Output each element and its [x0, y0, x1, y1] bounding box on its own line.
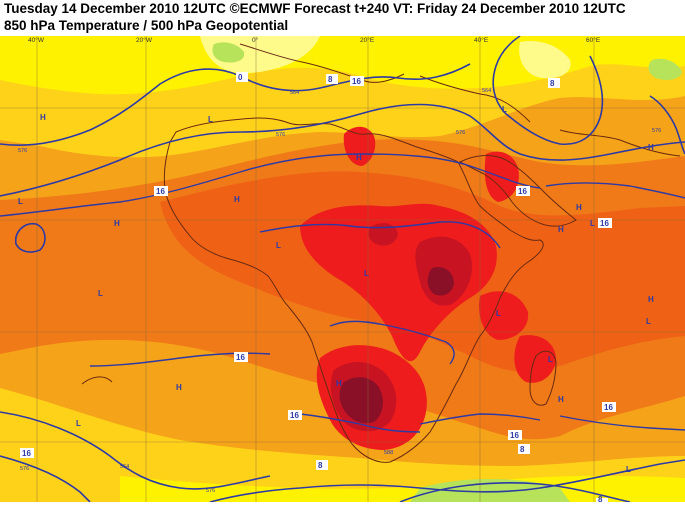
temp-label: 16	[600, 219, 609, 228]
temp-label: 16	[352, 77, 361, 86]
geopotential-label: 564	[120, 464, 129, 470]
temp-label: 0	[238, 73, 243, 82]
temp-label-box: 8	[596, 495, 608, 504]
geopotential-label: 576	[18, 148, 27, 154]
high-pressure-marker: H	[40, 113, 46, 122]
high-pressure-marker: H	[336, 379, 342, 388]
lon-label: 60°E	[586, 36, 601, 44]
extreme-core-south	[339, 377, 383, 424]
geopotential-label: 564	[482, 88, 491, 94]
temp-label-box: 16	[288, 410, 302, 420]
temp-label: 16	[22, 449, 31, 458]
high-pressure-marker: H	[576, 203, 582, 212]
forecast-map: 40°W 20°W 0° 20°E 40°E 60°E H H H H H H …	[0, 35, 685, 504]
heat-zone-horn	[478, 291, 529, 340]
temp-label: 16	[156, 187, 165, 196]
high-pressure-marker: H	[648, 295, 654, 304]
lon-label: 40°E	[474, 36, 489, 44]
geopotential-label: 576	[276, 132, 285, 138]
hot-core-west-africa	[368, 223, 398, 246]
graticule	[0, 36, 685, 502]
temp-label: 8	[598, 495, 603, 502]
temp-label: 16	[604, 403, 613, 412]
heat-zone-north	[343, 126, 376, 166]
high-pressure-marker: H	[114, 219, 120, 228]
geopotential-label: 576	[652, 128, 661, 134]
extreme-core-east	[427, 266, 454, 296]
cool-zone-north-inner	[0, 36, 685, 95]
pressure-centers: H H H H H H H H H H H L L L L L L L L L …	[18, 105, 654, 474]
temp-label-box: 16	[154, 186, 168, 196]
low-pressure-marker: L	[590, 219, 595, 228]
temp-label-box: 0	[236, 72, 248, 82]
low-pressure-marker: L	[496, 309, 501, 318]
geopotential-label: 588	[384, 450, 393, 456]
temp-label-box: 8	[326, 74, 338, 84]
temp-label: 8	[318, 461, 323, 470]
chart-header: Tuesday 14 December 2010 12UTC ©ECMWF Fo…	[4, 0, 684, 34]
high-pressure-marker: H	[176, 383, 182, 392]
coastlines	[81, 43, 681, 463]
green-zone-south	[410, 479, 570, 502]
low-pressure-marker: L	[276, 241, 281, 250]
temp-label: 16	[290, 411, 299, 420]
low-pressure-marker: L	[208, 115, 213, 124]
low-pressure-marker: L	[98, 289, 103, 298]
temp-label: 16	[236, 353, 245, 362]
temp-label-box: 16	[350, 76, 364, 86]
low-pressure-marker: L	[76, 419, 81, 428]
lon-label: 0°	[252, 36, 259, 44]
low-pressure-marker: L	[626, 465, 631, 474]
pale-zone-northeast	[519, 40, 571, 79]
temp-label-box: 16	[598, 218, 612, 228]
temp-label: 16	[518, 187, 527, 196]
high-pressure-marker: H	[558, 225, 564, 234]
cool-zone-south	[0, 388, 685, 502]
temp-label: 16	[510, 431, 519, 440]
geopotential-label: 576	[20, 466, 29, 472]
longitude-labels: 40°W 20°W 0° 20°E 40°E 60°E	[28, 36, 601, 44]
temp-label: 8	[550, 79, 555, 88]
temp-label-box: 16	[20, 448, 34, 458]
isotherms	[0, 153, 685, 433]
high-pressure-marker: H	[234, 195, 240, 204]
high-pressure-marker: H	[356, 153, 362, 162]
low-pressure-marker: L	[548, 355, 553, 364]
high-pressure-marker: H	[648, 143, 654, 152]
green-zone-northeast	[648, 58, 682, 80]
temp-label-box: 16	[516, 186, 530, 196]
temp-label-box: 16	[602, 402, 616, 412]
low-pressure-marker: L	[502, 105, 507, 114]
lon-label: 20°W	[136, 36, 153, 44]
geopotential-label: 576	[456, 130, 465, 136]
temp-label-box: 16	[508, 430, 522, 440]
green-zone-north	[212, 42, 245, 63]
low-pressure-marker: L	[18, 197, 23, 206]
low-pressure-marker: L	[646, 317, 651, 326]
high-pressure-marker: H	[558, 395, 564, 404]
temp-label-box: 8	[518, 444, 530, 454]
geopotential-label: 564	[290, 90, 299, 96]
lon-label: 20°E	[360, 36, 375, 44]
lon-label: 40°W	[28, 36, 45, 44]
temperature-labels: 0 8 8 8 16 16 16 16 16 16 16 16 16 8 8	[20, 72, 616, 504]
geopotential-labels: 564 576 564 576 576 576 576 564 576 588	[18, 88, 661, 494]
geopotential-label: 576	[206, 488, 215, 494]
temp-label: 8	[520, 445, 525, 454]
low-pressure-marker: L	[364, 269, 369, 278]
forecast-subtitle: 850 hPa Temperature / 500 hPa Geopotenti…	[4, 18, 289, 33]
temp-label-box: 8	[548, 78, 560, 88]
forecast-map-svg: 40°W 20°W 0° 20°E 40°E 60°E H H H H H H …	[0, 35, 685, 504]
temp-label-box: 8	[316, 460, 328, 470]
temp-label: 8	[328, 75, 333, 84]
temp-label-box: 16	[234, 352, 248, 362]
forecast-title: Tuesday 14 December 2010 12UTC ©ECMWF Fo…	[4, 1, 626, 16]
